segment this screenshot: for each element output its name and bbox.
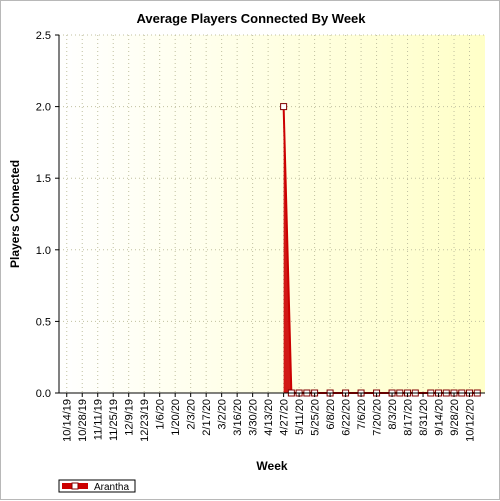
x-tick-label: 8/17/20	[403, 399, 415, 436]
x-tick-label: 3/16/20	[232, 399, 244, 436]
x-tick-label: 3/30/20	[248, 399, 260, 436]
x-tick-label: 2/17/20	[201, 399, 213, 436]
chart-title: Average Players Connected By Week	[136, 11, 366, 26]
x-tick-label: 12/23/19	[139, 399, 151, 442]
x-tick-label: 3/2/20	[217, 399, 229, 430]
x-tick-label: 6/8/20	[325, 399, 337, 430]
legend-marker-icon	[71, 482, 79, 490]
x-tick-label: 7/20/20	[372, 399, 384, 436]
x-tick-label: 10/28/19	[77, 399, 89, 442]
legend-label: Arantha	[94, 482, 129, 493]
grid	[59, 34, 485, 393]
x-axis-ticks: 10/14/19 10/28/19 11/11/19 11/25/19 12/9/19 1…	[62, 393, 477, 442]
x-tick-label: 8/3/20	[387, 399, 399, 430]
x-tick-label: 1/6/20	[155, 399, 167, 430]
x-axis-label: Week	[256, 459, 287, 473]
y-axis-label: Players Connected	[8, 160, 22, 268]
x-tick-label: 6/22/20	[341, 399, 353, 436]
x-tick-label: 12/9/19	[124, 399, 136, 436]
x-tick-label: 9/14/20	[434, 399, 446, 436]
x-tick-label: 4/27/20	[279, 399, 291, 436]
plot-area	[59, 35, 485, 393]
y-tick-label: 1.0	[36, 245, 51, 257]
x-tick-label: 10/12/20	[465, 399, 477, 442]
data-point	[280, 103, 288, 111]
x-tick-label: 1/20/20	[170, 399, 182, 436]
x-tick-label: 7/6/20	[356, 399, 368, 430]
x-tick-label: 5/25/20	[310, 399, 322, 436]
y-tick-label: 0.5	[36, 316, 51, 328]
x-tick-label: 10/14/19	[62, 399, 74, 442]
x-tick-label: 11/11/19	[93, 399, 105, 440]
x-tick-label: 5/11/20	[294, 399, 306, 435]
y-tick-label: 2.0	[36, 102, 51, 114]
y-tick-label: 2.5	[36, 30, 51, 42]
x-tick-label: 9/28/20	[449, 399, 461, 436]
x-tick-label: 4/13/20	[263, 399, 275, 436]
y-tick-label: 0.0	[36, 388, 51, 400]
legend: Arantha	[58, 479, 136, 493]
y-axis-ticks: 0.0 0.5 1.0 1.5 2.0 2.5	[36, 30, 59, 400]
x-tick-label: 11/25/19	[108, 399, 120, 441]
y-tick-label: 1.5	[36, 173, 51, 185]
x-tick-label: 2/3/20	[186, 399, 198, 430]
x-tick-label: 8/31/20	[418, 399, 430, 436]
